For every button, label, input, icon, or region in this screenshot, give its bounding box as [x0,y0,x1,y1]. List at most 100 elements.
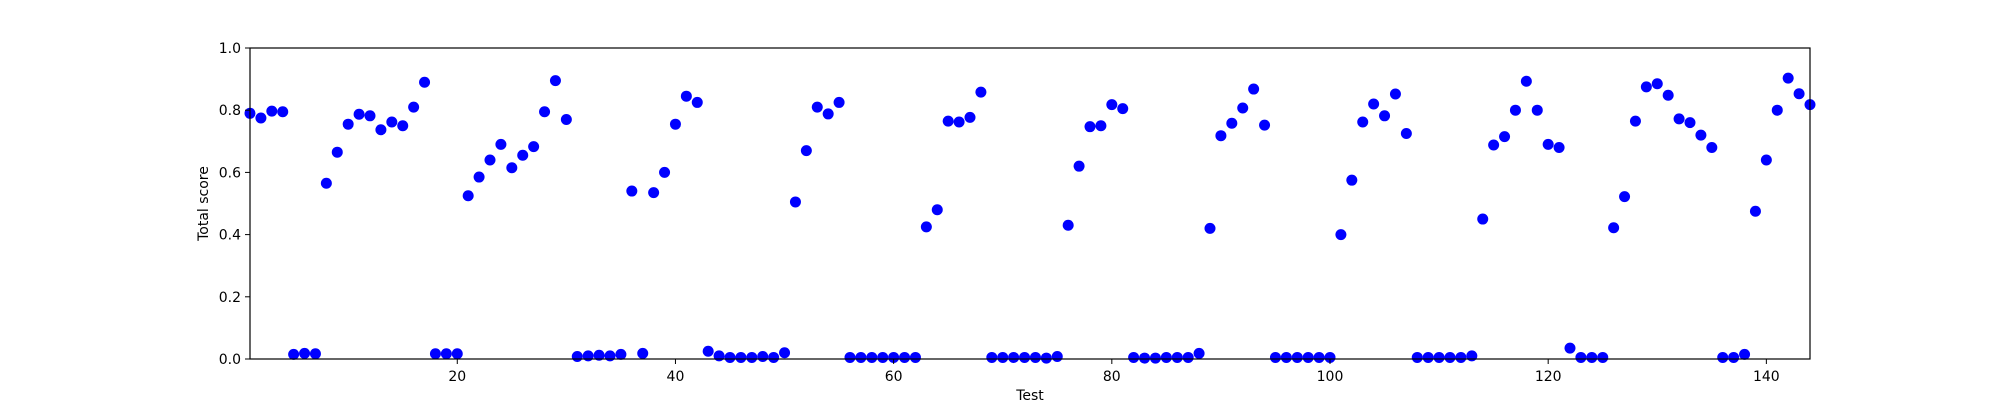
data-point [811,101,823,113]
data-point [397,120,409,132]
data-point [899,351,911,363]
data-point [615,348,627,360]
data-point [1389,88,1401,100]
data-point [1171,351,1183,363]
data-point [353,108,365,120]
data-point [386,116,398,128]
data-point [822,108,834,120]
data-point [320,177,332,189]
data-point [375,124,387,136]
data-point [517,149,529,161]
data-point [288,348,300,360]
data-point [1324,351,1336,363]
data-point [495,138,507,150]
data-point [462,190,474,202]
data-point [593,349,605,361]
data-point [1717,351,1729,363]
data-point [877,351,889,363]
data-point [779,347,791,359]
data-point [1346,174,1358,186]
data-point [855,351,867,363]
data-point [669,118,681,130]
data-point [1597,351,1609,363]
data-point [484,154,496,166]
data-point [659,166,671,178]
data-point [1291,351,1303,363]
data-point [1160,351,1172,363]
data-point [833,96,845,108]
data-point [1793,88,1805,100]
data-point [1029,351,1041,363]
data-point [1673,113,1685,125]
data-point [1542,138,1554,150]
data-point [1248,83,1260,95]
data-point [626,185,638,197]
data-point [768,351,780,363]
data-point [473,171,485,183]
data-point [451,348,463,360]
data-point [266,105,278,117]
x-tick-label: 140 [1753,369,1780,385]
data-point [1117,103,1129,115]
data-point [1466,350,1478,362]
data-point [604,350,616,362]
data-point [789,196,801,208]
data-point [419,76,431,88]
data-point [1760,154,1772,166]
plot-frame [249,47,1811,360]
data-markers [244,72,1816,364]
data-point [1531,104,1543,116]
data-point [1139,352,1151,364]
data-point [1400,128,1412,140]
x-axis-label: Test [1015,388,1044,400]
data-point [299,347,311,359]
data-point [1411,351,1423,363]
data-point [1051,351,1063,363]
data-point [1586,351,1598,363]
data-point [1226,117,1238,129]
data-point [964,111,976,123]
data-point [909,351,921,363]
data-point [1553,142,1565,154]
data-point [1608,222,1620,234]
data-point [1477,213,1489,225]
data-point [986,351,998,363]
data-point [549,75,561,87]
data-point [440,348,452,360]
data-point [637,347,649,359]
data-point [1019,351,1031,363]
y-axis-label: Total score [196,166,212,242]
x-tick-label: 120 [1535,369,1562,385]
data-point [1215,130,1227,142]
x-tick-label: 20 [448,369,466,385]
data-point [1520,75,1532,87]
data-point [1488,139,1500,151]
data-point [1564,342,1576,354]
y-tick-label: 0.2 [219,290,241,306]
data-point [931,204,943,216]
data-point [1455,351,1467,363]
data-point [331,146,343,158]
data-point [746,351,758,363]
data-point [1182,351,1194,363]
data-point [1499,131,1511,143]
data-point [1433,351,1445,363]
y-tick-label: 0.4 [219,228,241,244]
data-point [1422,351,1434,363]
data-point [342,118,354,130]
data-point [1008,351,1020,363]
data-point [1444,351,1456,363]
data-point [1706,142,1718,154]
x-tick-label: 100 [1317,369,1344,385]
y-axis-ticks: 0.0 0.2 0.4 0.6 0.8 1.0 [219,41,250,368]
data-point [844,351,856,363]
data-point [866,351,878,363]
data-point [1073,160,1085,172]
data-point [942,115,954,127]
data-point [1095,120,1107,132]
data-point [1575,351,1587,363]
data-point [1728,351,1740,363]
data-point [702,345,714,357]
data-point [800,145,812,157]
